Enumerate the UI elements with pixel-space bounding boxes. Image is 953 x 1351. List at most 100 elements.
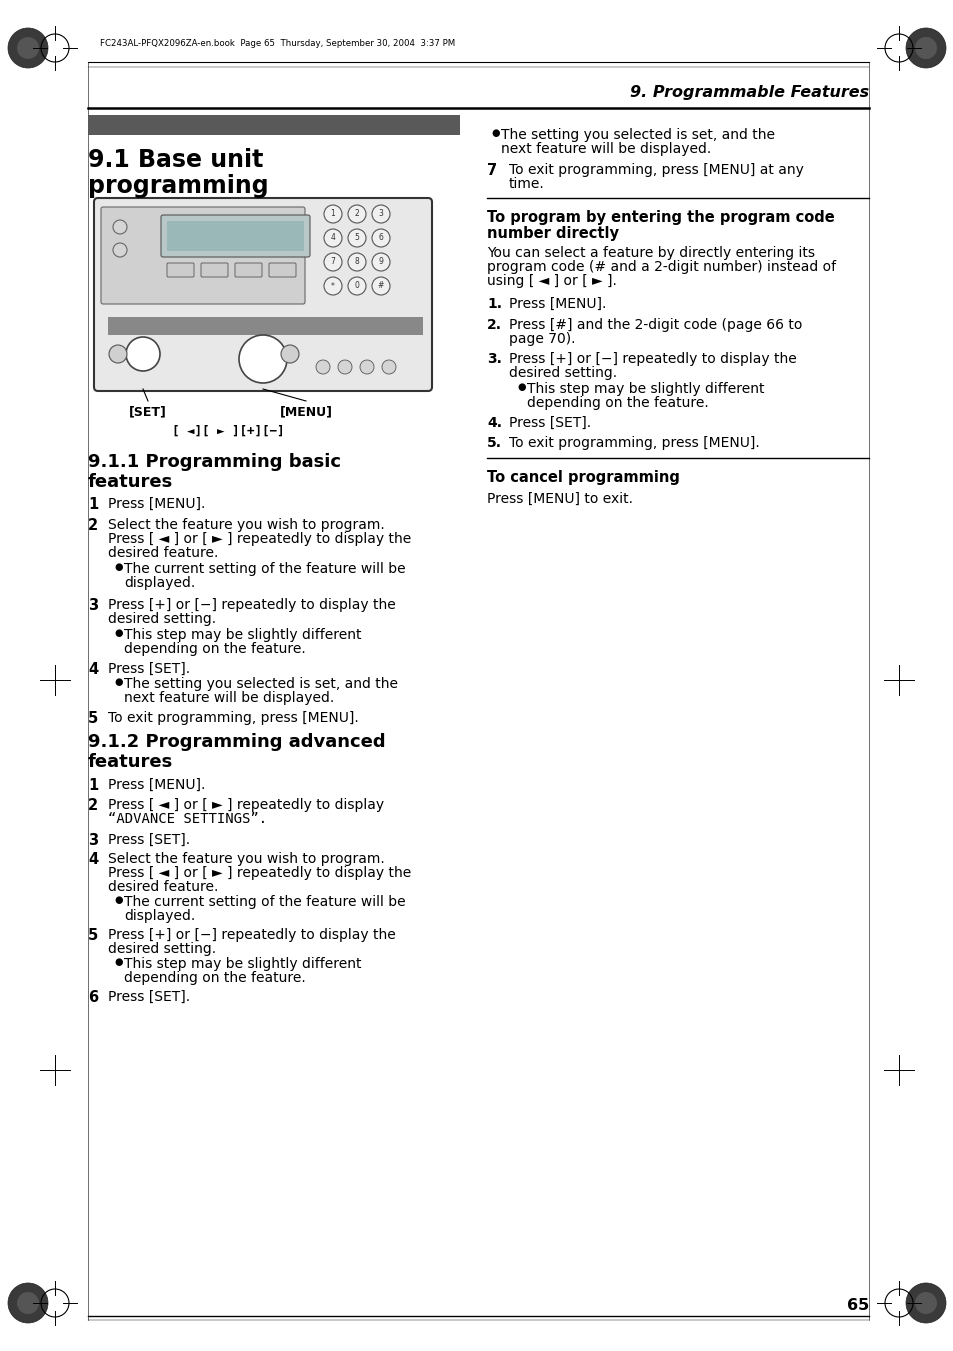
Text: This step may be slightly different: This step may be slightly different [124,957,361,971]
Text: 1.: 1. [486,297,501,311]
Circle shape [8,1283,48,1323]
Circle shape [905,28,945,68]
Text: next feature will be displayed.: next feature will be displayed. [124,690,334,705]
Text: 7: 7 [331,258,335,266]
Text: 4: 4 [331,234,335,242]
Text: 7: 7 [486,163,497,178]
Text: ●: ● [113,562,122,571]
Text: 8: 8 [355,258,359,266]
Circle shape [372,253,390,272]
Text: features: features [88,753,173,771]
Text: depending on the feature.: depending on the feature. [124,642,305,657]
Circle shape [381,359,395,374]
Text: desired setting.: desired setting. [108,612,216,626]
Text: 5.: 5. [486,436,501,450]
Text: *: * [331,281,335,290]
FancyBboxPatch shape [94,199,432,390]
Text: desired feature.: desired feature. [108,546,218,561]
Text: 5: 5 [88,711,98,725]
Text: You can select a feature by directly entering its: You can select a feature by directly ent… [486,246,814,259]
Text: Press [MENU].: Press [MENU]. [108,778,205,792]
Text: 9: 9 [378,258,383,266]
Circle shape [372,205,390,223]
Text: displayed.: displayed. [124,909,195,923]
Text: Press [SET].: Press [SET]. [108,834,190,847]
FancyBboxPatch shape [108,317,422,335]
Circle shape [324,205,341,223]
Text: 4: 4 [88,662,98,677]
Text: To exit programming, press [MENU].: To exit programming, press [MENU]. [108,711,358,725]
Circle shape [17,1292,39,1315]
Text: 2: 2 [88,517,98,534]
FancyBboxPatch shape [269,263,295,277]
Text: To cancel programming: To cancel programming [486,470,679,485]
Text: “ADVANCE SETTINGS”.: “ADVANCE SETTINGS”. [108,812,267,825]
Circle shape [914,1292,936,1315]
Text: The current setting of the feature will be: The current setting of the feature will … [124,894,405,909]
Text: ●: ● [113,894,122,905]
Text: desired setting.: desired setting. [509,366,617,380]
Text: Press [MENU] to exit.: Press [MENU] to exit. [486,492,633,507]
Circle shape [372,277,390,295]
FancyBboxPatch shape [101,207,305,304]
Text: 2.: 2. [486,317,501,332]
Circle shape [914,36,936,59]
Text: Press [SET].: Press [SET]. [108,662,190,676]
Text: depending on the feature.: depending on the feature. [526,396,708,409]
Text: desired setting.: desired setting. [108,942,216,957]
Text: Press [+] or [−] repeatedly to display the: Press [+] or [−] repeatedly to display t… [509,353,796,366]
Text: The setting you selected is set, and the: The setting you selected is set, and the [500,128,774,142]
Text: This step may be slightly different: This step may be slightly different [124,628,361,642]
Text: Press [ ◄ ] or [ ► ] repeatedly to display the: Press [ ◄ ] or [ ► ] repeatedly to displ… [108,532,411,546]
Text: Press [MENU].: Press [MENU]. [108,497,205,511]
Text: next feature will be displayed.: next feature will be displayed. [500,142,711,155]
Text: Press [#] and the 2-digit code (page 66 to: Press [#] and the 2-digit code (page 66 … [509,317,801,332]
Text: desired feature.: desired feature. [108,880,218,894]
FancyBboxPatch shape [161,215,310,257]
Text: This step may be slightly different: This step may be slightly different [526,382,763,396]
Text: ●: ● [491,128,499,138]
Circle shape [8,28,48,68]
Text: 3: 3 [88,834,98,848]
Text: Select the feature you wish to program.: Select the feature you wish to program. [108,517,384,532]
Text: ●: ● [113,957,122,967]
Text: Press [SET].: Press [SET]. [509,416,591,430]
Text: displayed.: displayed. [124,576,195,590]
Circle shape [126,336,160,372]
Text: Select the feature you wish to program.: Select the feature you wish to program. [108,852,384,866]
Text: 3.: 3. [486,353,501,366]
Circle shape [324,277,341,295]
Text: 4: 4 [88,852,98,867]
Text: The current setting of the feature will be: The current setting of the feature will … [124,562,405,576]
FancyBboxPatch shape [88,115,459,135]
FancyBboxPatch shape [201,263,228,277]
Circle shape [348,230,366,247]
FancyBboxPatch shape [167,222,304,251]
Circle shape [337,359,352,374]
Text: 5: 5 [88,928,98,943]
Text: 9.1.1 Programming basic: 9.1.1 Programming basic [88,453,340,471]
Text: 9.1.2 Programming advanced: 9.1.2 Programming advanced [88,734,385,751]
Text: To program by entering the program code: To program by entering the program code [486,209,834,226]
Text: using [ ◄ ] or [ ► ].: using [ ◄ ] or [ ► ]. [486,274,617,288]
Circle shape [112,243,127,257]
Circle shape [359,359,374,374]
Text: 2: 2 [88,798,98,813]
Text: 6: 6 [88,990,98,1005]
Text: 6: 6 [378,234,383,242]
Text: FC243AL-PFQX2096ZA-en.book  Page 65  Thursday, September 30, 2004  3:37 PM: FC243AL-PFQX2096ZA-en.book Page 65 Thurs… [100,39,455,49]
Text: 5: 5 [355,234,359,242]
Text: 2: 2 [355,209,359,219]
Circle shape [315,359,330,374]
Circle shape [324,230,341,247]
Text: Press [MENU].: Press [MENU]. [509,297,606,311]
Circle shape [109,345,127,363]
Circle shape [281,345,298,363]
Text: program code (# and a 2-digit number) instead of: program code (# and a 2-digit number) in… [486,259,835,274]
Text: programming: programming [88,174,269,199]
Text: Press [SET].: Press [SET]. [108,990,190,1004]
Text: Press [ ◄ ] or [ ► ] repeatedly to display: Press [ ◄ ] or [ ► ] repeatedly to displ… [108,798,384,812]
Text: page 70).: page 70). [509,332,575,346]
Text: number directly: number directly [486,226,618,240]
Text: 1: 1 [88,497,98,512]
